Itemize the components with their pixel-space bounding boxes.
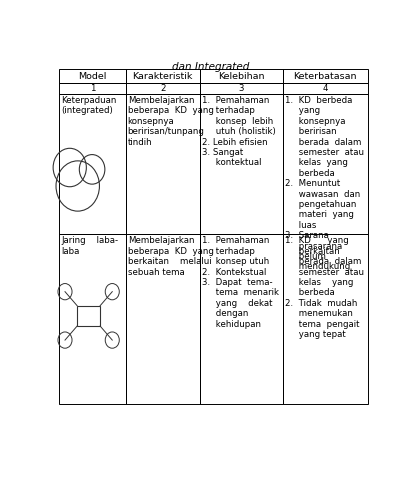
Bar	[59, 84, 126, 94]
Bar	[59, 94, 126, 234]
Text: Model: Model	[78, 72, 107, 81]
Text: Keterpaduan
(integrated): Keterpaduan (integrated)	[61, 96, 117, 115]
Text: 4: 4	[323, 84, 328, 93]
Text: 3: 3	[239, 84, 244, 93]
Text: Kelebihan: Kelebihan	[218, 72, 265, 81]
Text: 1.  KD      yang
     berkaitan
     berada  dalam
     semester  atau
     kela: 1. KD yang berkaitan berada dalam semest…	[285, 237, 364, 339]
Text: dan Integrated: dan Integrated	[173, 62, 250, 72]
Bar	[283, 70, 368, 84]
Bar	[126, 94, 200, 234]
Bar	[59, 234, 126, 404]
Bar	[200, 70, 283, 84]
Bar	[200, 94, 283, 234]
Text: 1.  KD  berbeda
     yang
     konsepnya
     beririsan
     berada  dalam
     : 1. KD berbeda yang konsepnya beririsan b…	[285, 96, 364, 271]
Text: 1.  Pemahaman
     terhadap
     konsep  lebih
     utuh (holistik)
2. Lebih efi: 1. Pemahaman terhadap konsep lebih utuh …	[201, 96, 275, 168]
Bar	[283, 94, 368, 234]
Text: 1: 1	[90, 84, 95, 93]
Bar	[126, 84, 200, 94]
Bar	[77, 306, 100, 326]
Bar	[283, 84, 368, 94]
Bar	[283, 234, 368, 404]
Text: 1.  Pemahaman
     terhadap
     konsep utuh
2.  Kontekstual
3.  Dapat  tema-
  : 1. Pemahaman terhadap konsep utuh 2. Kon…	[201, 237, 279, 329]
Text: 2: 2	[160, 84, 166, 93]
Text: Membelajarkan
beberapa  KD  yang
berkaitan    melalui
sebuah tema: Membelajarkan beberapa KD yang berkaitan…	[128, 237, 213, 276]
Text: Keterbatasan: Keterbatasan	[293, 72, 357, 81]
Text: Karakteristik: Karakteristik	[133, 72, 193, 81]
Text: Jaring    laba-
laba: Jaring laba- laba	[61, 237, 119, 256]
Bar	[200, 234, 283, 404]
Text: Membelajarkan
beberapa  KD  yang
konsepnya
beririsan/tunpang
tindih: Membelajarkan beberapa KD yang konsepnya…	[128, 96, 213, 146]
Bar	[59, 70, 126, 84]
Bar	[126, 70, 200, 84]
Bar	[200, 84, 283, 94]
Bar	[126, 234, 200, 404]
